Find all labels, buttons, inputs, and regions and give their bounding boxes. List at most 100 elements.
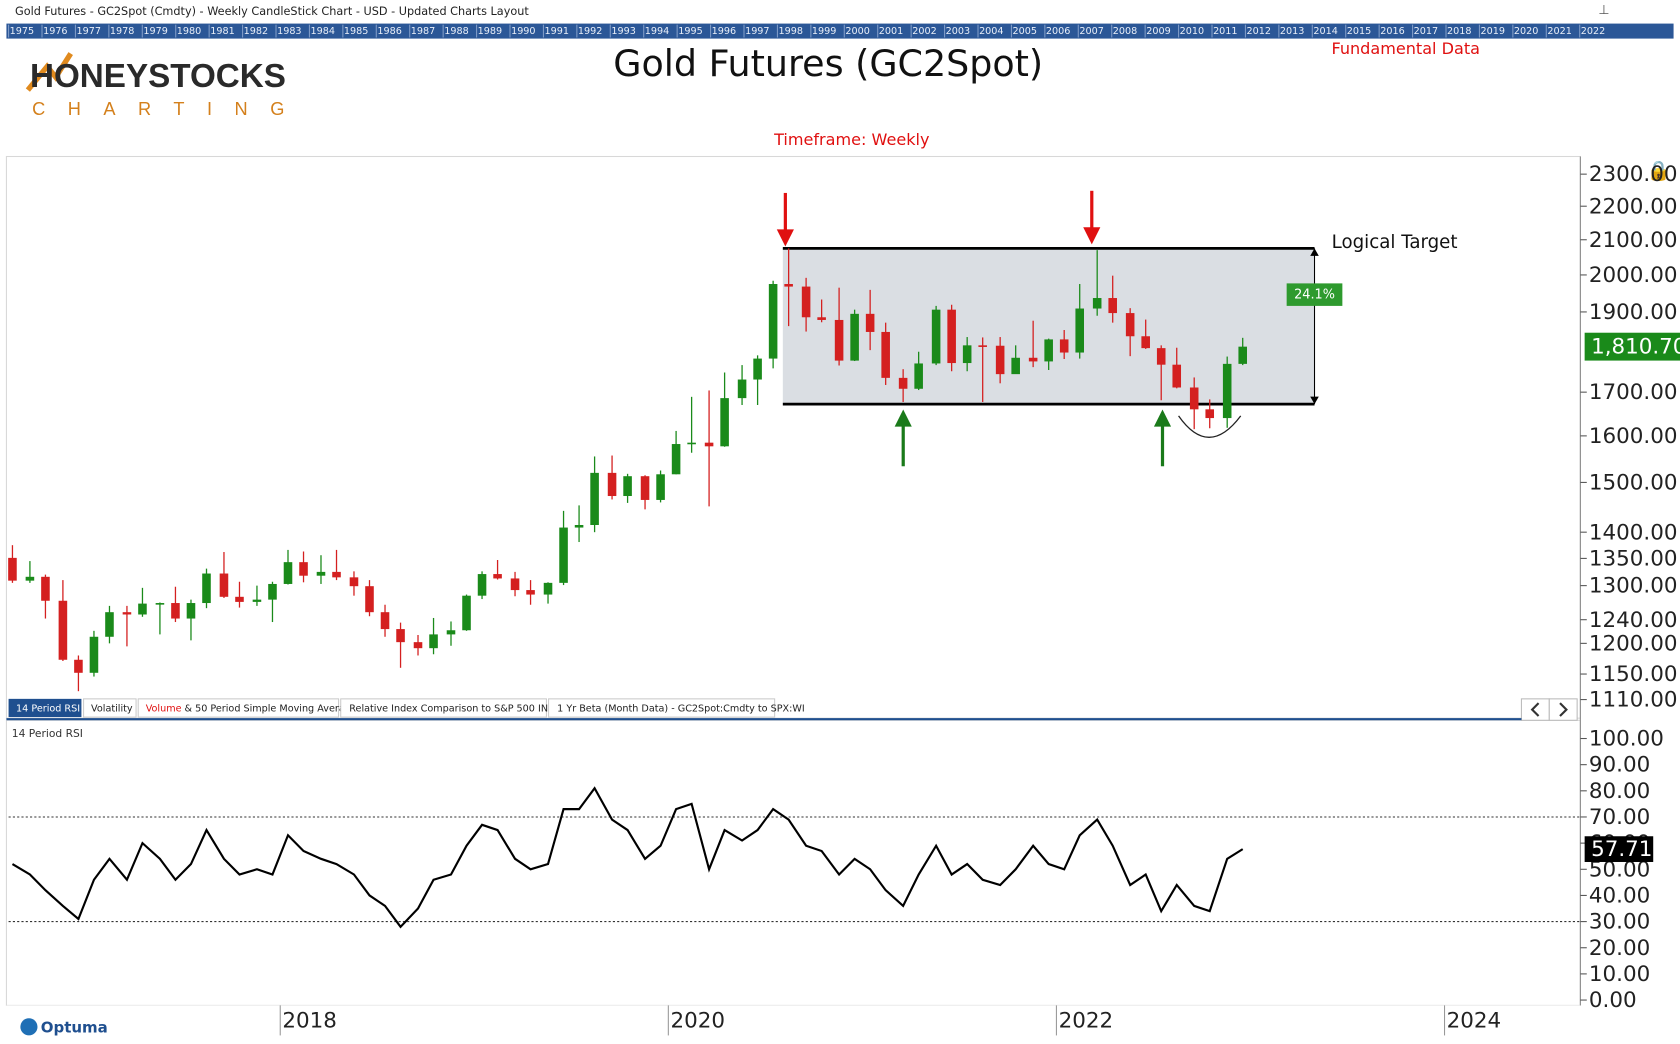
candle-body xyxy=(1028,357,1038,362)
y-tick-label: 40.00 xyxy=(1589,884,1650,909)
year-strip-label: 1983 xyxy=(277,26,301,37)
y-tick-label: 30.00 xyxy=(1589,910,1650,935)
y-tick-label: 2300.00 xyxy=(1589,162,1678,187)
logo: HONEYSTOCKS CHARTING xyxy=(25,52,307,119)
tab[interactable] xyxy=(137,698,340,718)
candle-body xyxy=(252,599,262,602)
nav-prev-icon[interactable] xyxy=(1530,702,1540,717)
measure-head xyxy=(1310,396,1319,405)
fundamental-link[interactable]: Fundamental Data xyxy=(1331,39,1480,58)
year-strip-label: 1986 xyxy=(377,26,401,37)
year-strip-label: 1979 xyxy=(143,26,167,37)
y-tick-label: 1900.00 xyxy=(1589,300,1678,325)
y-tick-label: 1110.00 xyxy=(1589,688,1678,713)
y-tick-label: 100.00 xyxy=(1589,727,1664,752)
year-strip-label: 1978 xyxy=(110,26,134,37)
lock-icon[interactable]: 🔒 xyxy=(1647,159,1671,182)
candle-body xyxy=(881,331,890,378)
candle-body xyxy=(850,313,859,361)
year-strip-label: 1991 xyxy=(545,26,569,37)
y-tick-label: 90.00 xyxy=(1589,753,1650,778)
candle-body xyxy=(1044,339,1053,362)
tab[interactable] xyxy=(340,698,547,718)
tab-label[interactable]: Relative Index Comparison to S&P 500 IND… xyxy=(349,704,568,715)
tab-label-highlight[interactable]: Volume xyxy=(146,704,182,715)
candle-body xyxy=(105,612,114,637)
candle-body xyxy=(413,642,423,649)
tab[interactable] xyxy=(83,698,137,718)
candle-body xyxy=(493,574,502,579)
bottom-arc xyxy=(1178,415,1242,438)
year-strip-label: 2007 xyxy=(1079,26,1103,37)
candle-body xyxy=(623,476,632,497)
tab-label[interactable]: 14 Period RSI xyxy=(16,704,80,715)
candle-body xyxy=(1205,409,1215,419)
candle-body xyxy=(640,476,650,500)
year-strip-label: 1990 xyxy=(511,26,535,37)
arrow-head xyxy=(1153,409,1172,427)
tab[interactable] xyxy=(548,698,776,718)
annotation: Logical Target xyxy=(1332,232,1458,253)
year-strip-label: 1994 xyxy=(645,26,669,37)
year-strip-label: 1981 xyxy=(210,26,234,37)
candle-body xyxy=(122,612,132,615)
year-strip-label: 2013 xyxy=(1280,26,1304,37)
nav-next[interactable] xyxy=(1548,698,1578,721)
candle-body xyxy=(1075,308,1084,353)
nav-prev[interactable] xyxy=(1520,698,1550,721)
year-strip-label: 1988 xyxy=(444,26,468,37)
candle-body xyxy=(753,358,762,380)
candle-body xyxy=(574,525,584,528)
year-strip-label: 2017 xyxy=(1414,26,1438,37)
candle-body xyxy=(1238,346,1247,364)
candle-body xyxy=(978,345,987,347)
logo-tagline: CHARTING xyxy=(32,99,307,119)
pin-icon[interactable]: ⊥ xyxy=(1598,3,1609,18)
year-strip xyxy=(6,23,1674,39)
y-tick-label: 1700.00 xyxy=(1589,380,1678,405)
y-tick-label: 80.00 xyxy=(1589,779,1650,804)
y-tick-label: 0.00 xyxy=(1589,988,1637,1013)
year-strip-label: 2001 xyxy=(879,26,903,37)
x-tick-label: 2022 xyxy=(1059,1008,1114,1033)
candle-body xyxy=(219,573,229,597)
year-strip-label: 1985 xyxy=(344,26,368,37)
year-strip-label: 2016 xyxy=(1380,26,1404,37)
candle-body xyxy=(931,309,941,364)
candle-body xyxy=(784,284,793,287)
candle-body xyxy=(138,603,147,615)
tab-label[interactable]: Volume & 50 Period Simple Moving Average xyxy=(146,704,357,715)
candle-body xyxy=(559,527,568,583)
tab[interactable] xyxy=(8,698,82,718)
year-strip-label: 2019 xyxy=(1481,26,1505,37)
candle-body xyxy=(671,444,681,475)
candle-body xyxy=(171,603,180,619)
year-strip-label: 2015 xyxy=(1347,26,1371,37)
year-strip-label: 2012 xyxy=(1247,26,1271,37)
rsi-line xyxy=(11,786,1244,929)
candle-body xyxy=(25,576,35,581)
candle-body xyxy=(720,398,729,447)
candle-body xyxy=(834,319,844,361)
candle-body xyxy=(590,472,599,526)
year-strip-label: 1976 xyxy=(43,26,67,37)
footer-brand: Optuma xyxy=(41,1018,108,1036)
year-strip-label: 2008 xyxy=(1113,26,1137,37)
measure-head xyxy=(1310,248,1319,256)
nav-next-icon[interactable] xyxy=(1559,702,1568,717)
last-value-badge xyxy=(1584,836,1654,862)
tab-label[interactable]: 1 Yr Beta (Month Data) - GC2Spot:Cmdty t… xyxy=(557,704,805,715)
candle-body xyxy=(74,659,83,673)
year-strip-label: 2018 xyxy=(1447,26,1471,37)
tab-label-rest[interactable]: & 50 Period Simple Moving Average xyxy=(185,704,357,715)
year-strip-label: 2003 xyxy=(946,26,970,37)
tab-label[interactable]: Volatility xyxy=(91,704,133,715)
candle-body xyxy=(1011,357,1020,375)
rsi-panel xyxy=(5,719,1581,1006)
candle-body xyxy=(1092,298,1102,309)
year-strip-label: 1987 xyxy=(411,26,435,37)
candle-body xyxy=(235,596,244,602)
change-label: 24.1% xyxy=(1294,288,1335,303)
year-strip-label: 1989 xyxy=(478,26,502,37)
candle-body xyxy=(768,284,778,359)
